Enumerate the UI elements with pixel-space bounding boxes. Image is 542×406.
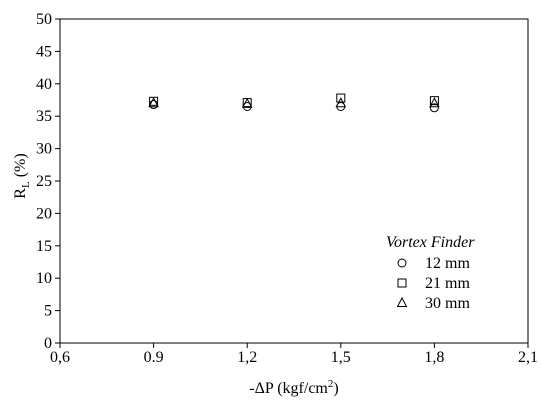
y-tick-label: 30 (36, 141, 52, 158)
axis-ticks (55, 18, 529, 348)
x-tick-label: 0,6 (50, 349, 70, 366)
data-point-triangle (335, 97, 347, 108)
legend-marker-triangle (396, 296, 408, 307)
data-point-triangle (429, 97, 440, 108)
x-axis-label-suffix: ) (333, 380, 338, 397)
legend: Vortex Finder 12 mm 21 mm 30 mm (386, 234, 475, 312)
legend-marker-circle (397, 258, 407, 268)
legend-marker-square (397, 278, 407, 288)
y-axis-label: RL (%) (12, 153, 32, 198)
data-point-triangle (148, 97, 159, 108)
data-point-triangle (241, 97, 253, 108)
x-tick-label: 1,8 (424, 349, 444, 366)
y-tick-label: 45 (36, 43, 52, 60)
y-tick-label: 35 (36, 108, 52, 125)
y-tick-label: 20 (36, 205, 52, 222)
plot-frame (59, 18, 529, 344)
x-axis-label-superscript: 2 (328, 378, 334, 390)
legend-title: Vortex Finder (386, 234, 475, 251)
x-tick-label: 1,2 (237, 349, 257, 366)
y-tick-label: 0 (44, 335, 52, 352)
x-axis-label: -ΔP (kgf/cm2) (249, 378, 338, 397)
tick-labels: 0 5 10 15 20 25 30 35 40 45 50 0,6 0.9 1,2 1,5 1,8 2,1 (36, 11, 538, 366)
y-tick-label: 40 (36, 76, 52, 93)
y-axis-label-subscript: L (20, 181, 32, 188)
data-point-circle (429, 103, 439, 113)
x-axis-label-main: -ΔP (kgf/cm (249, 380, 328, 397)
legend-label: 30 mm (425, 295, 470, 312)
x-tick-label: 1,5 (331, 349, 351, 366)
x-tick-label: 0.9 (144, 349, 164, 366)
data-point-square (429, 96, 439, 106)
y-tick-label: 10 (36, 270, 52, 287)
x-tick-label: 2,1 (518, 349, 538, 366)
y-tick-label: 15 (36, 238, 52, 255)
y-axis-label-main: R (12, 188, 29, 199)
legend-label: 12 mm (425, 255, 470, 272)
y-tick-label: 25 (36, 173, 52, 190)
y-tick-label: 5 (44, 303, 52, 320)
y-axis-label-suffix: (%) (12, 153, 29, 181)
data-point-square (336, 93, 346, 103)
legend-label: 21 mm (425, 275, 470, 292)
y-tick-label: 50 (36, 11, 52, 28)
data-points (148, 93, 440, 113)
